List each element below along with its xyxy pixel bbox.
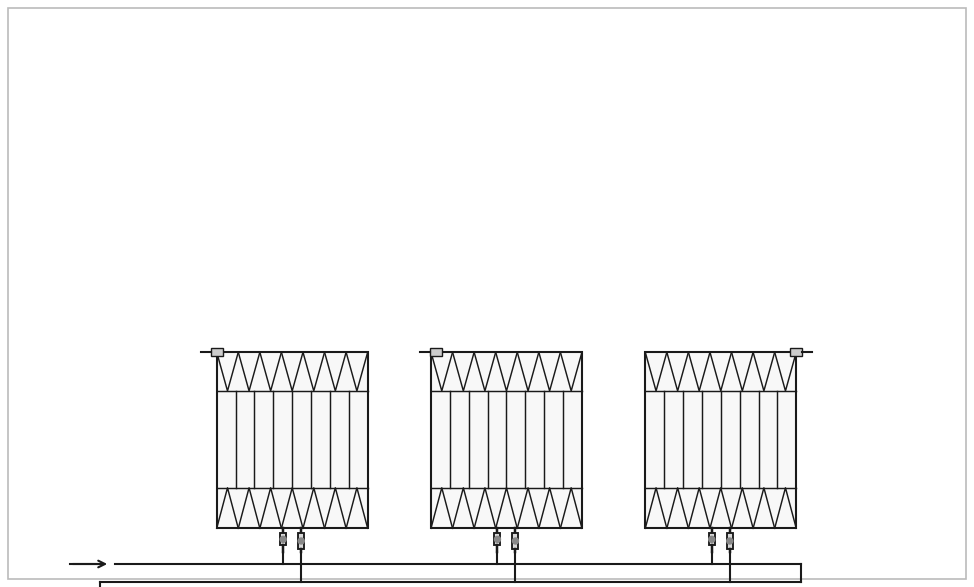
Bar	[217, 352, 368, 528]
Bar	[512, 534, 518, 549]
Bar	[430, 348, 442, 356]
Circle shape	[495, 537, 501, 542]
Circle shape	[512, 538, 518, 544]
Circle shape	[298, 538, 304, 544]
Bar	[495, 534, 501, 545]
Circle shape	[281, 537, 286, 542]
Bar	[431, 352, 581, 528]
Bar	[298, 534, 304, 549]
Bar	[210, 348, 223, 356]
Circle shape	[727, 538, 732, 544]
Bar	[709, 534, 715, 545]
Bar	[790, 348, 803, 356]
Bar	[281, 534, 286, 545]
Bar	[727, 534, 732, 549]
Bar	[645, 352, 797, 528]
Circle shape	[709, 537, 715, 542]
